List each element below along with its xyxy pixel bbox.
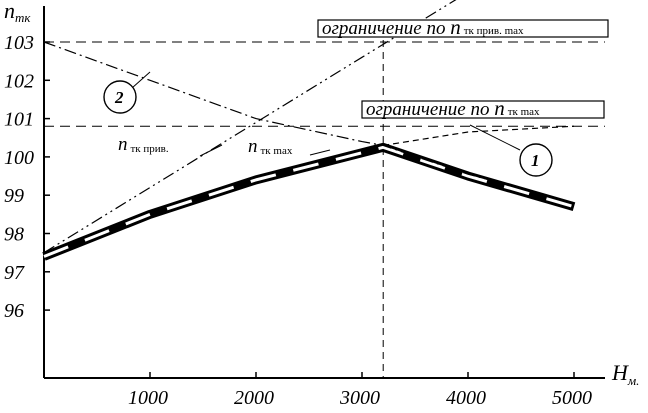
y-tick-label: 97 (4, 262, 25, 284)
x-tick-label: 2000 (234, 387, 274, 409)
y-tick-label: 99 (4, 185, 24, 207)
curve-number: 1 (531, 151, 540, 170)
x-tick-label: 1000 (128, 387, 168, 409)
curve-label: n тк прив. (118, 134, 169, 155)
curve-number-circle (519, 143, 553, 177)
x-tick-label: 3000 (339, 387, 380, 409)
limit-label: ограничение по n тк прив. max (322, 15, 524, 39)
curve-number: 2 (114, 88, 124, 107)
annotation-leader (469, 124, 521, 151)
y-tick-label: 102 (4, 70, 34, 92)
x-tick-label: 5000 (552, 387, 592, 409)
y-tick-label: 103 (4, 32, 34, 54)
series-ntk-max-band-fill (43, 145, 575, 258)
x-axis-title: Hм. (611, 360, 639, 388)
limit-label: ограничение по n тк max (366, 96, 540, 120)
curve-label: n тк max (248, 136, 293, 157)
annotation-leader (131, 71, 151, 89)
curve-number-circle (103, 80, 137, 114)
limit-label-box (317, 19, 609, 38)
annotation-leader (199, 144, 223, 157)
x-tick-label: 4000 (446, 387, 486, 409)
y-axis-title: nтк (4, 0, 31, 25)
series-line-dashed (383, 125, 575, 147)
y-tick-label: 96 (4, 300, 24, 322)
y-tick-label: 100 (4, 147, 34, 169)
y-tick-label: 101 (4, 109, 34, 131)
y-tick-label: 98 (4, 224, 24, 246)
limit-label-box (361, 100, 605, 119)
series-ntk-max-band (42, 142, 576, 261)
annotation-leader (309, 149, 331, 156)
series-line-dash-dot (43, 41, 575, 204)
